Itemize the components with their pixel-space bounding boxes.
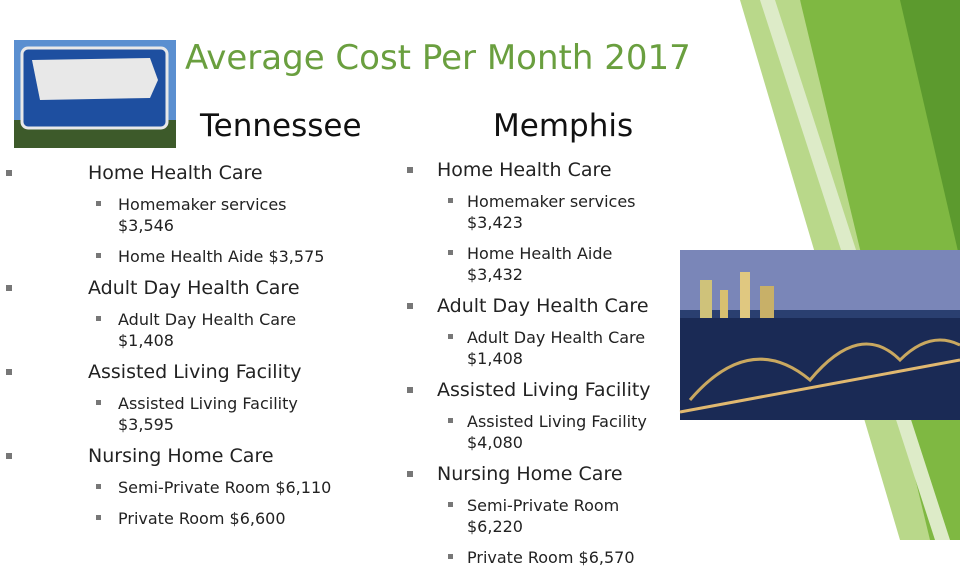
sub-item-text: Private Room $6,570 [467,548,635,567]
sub-item-text: Homemaker services $3,546 [118,195,287,235]
bullet-item: Home Health Care [0,154,960,186]
sub-bullet-item: Adult Day Health Care $1,408 [0,304,333,356]
column-heading: Memphis [493,108,634,144]
sub-bullet-item: Semi-Private Room $6,220 [0,490,672,542]
bullet-item: Assisted Living Facility [0,356,960,388]
sub-item-text: Home Health Aide $3,575 [118,247,325,266]
tennessee-sign-photo [14,40,176,148]
bullet-item: Nursing Home Care [0,458,960,490]
bullet [448,502,453,507]
sub-item-text: Semi-Private Room $6,220 [467,496,620,536]
sub-item-text: Adult Day Health Care $1,408 [118,310,297,350]
bullet-item: Home Health Care [0,157,960,189]
bullet [96,253,101,258]
bullet [407,167,413,173]
bullet [96,400,101,405]
sub-bullet-item: Semi-Private Room $6,110 [0,472,333,503]
bullet [6,285,12,291]
bullet-item: Adult Day Health Care [0,272,960,304]
bullet [407,471,413,477]
sub-item-text: Private Room $6,600 [118,509,286,528]
item-label: Assisted Living Facility [437,379,651,401]
sub-bullet-item: Private Room $6,570 [0,542,672,573]
bullet [6,369,12,375]
bullet [448,334,453,339]
bullet-item: Assisted Living Facility [0,374,960,406]
bullet [407,303,413,309]
bullet [448,418,453,423]
bullet-list: Home Health Care Homemaker services $3,42… [0,154,960,573]
bullet [6,170,12,176]
bullet [448,250,453,255]
sub-bullet-item: Adult Day Health Care $1,408 [0,322,672,374]
item-label: Home Health Care [437,159,612,181]
memphis-bridge-photo [679,250,960,420]
bullet-list: Home Health Care Homemaker services $3,54… [0,157,960,534]
bullet-item: Nursing Home Care [0,440,960,472]
bullet [448,554,453,559]
bullet [96,515,101,520]
item-label: Adult Day Health Care [437,295,649,317]
decoration [14,0,960,540]
bullet [96,201,101,206]
bullet [96,484,101,489]
sub-item-text: Assisted Living Facility $4,080 [467,412,647,452]
bullet [96,316,101,321]
green-stripe [900,0,960,260]
bullet-item: Adult Day Health Care [0,290,960,322]
sub-bullet-item: Assisted Living Facility $3,595 [0,388,333,440]
sub-item-text: Homemaker services $3,423 [467,192,636,232]
sub-item-text: Assisted Living Facility $3,595 [118,394,298,434]
bullet [448,198,453,203]
sub-bullet-item: Private Room $6,600 [0,503,333,534]
item-label: Home Health Care [88,162,263,184]
item-label: Nursing Home Care [88,445,274,467]
slide-title: Average Cost Per Month 2017 [185,38,691,78]
bullet [407,387,413,393]
sub-bullet-item: Homemaker services $3,546 [0,189,333,241]
sub-bullet-item: Home Health Aide $3,575 [0,241,333,272]
item-label: Adult Day Health Care [88,277,300,299]
bullet [6,453,12,459]
sub-item-text: Semi-Private Room $6,110 [118,478,332,497]
sub-bullet-item: Assisted Living Facility $4,080 [0,406,672,458]
item-label: Nursing Home Care [437,463,623,485]
item-label: Assisted Living Facility [88,361,302,383]
sub-bullet-item: Homemaker services $3,423 [0,186,672,238]
column-heading: Tennessee [200,108,362,144]
sub-item-text: Home Health Aide $3,432 [467,244,613,284]
sub-item-text: Adult Day Health Care $1,408 [467,328,646,368]
sub-bullet-item: Home Health Aide $3,432 [0,238,672,290]
